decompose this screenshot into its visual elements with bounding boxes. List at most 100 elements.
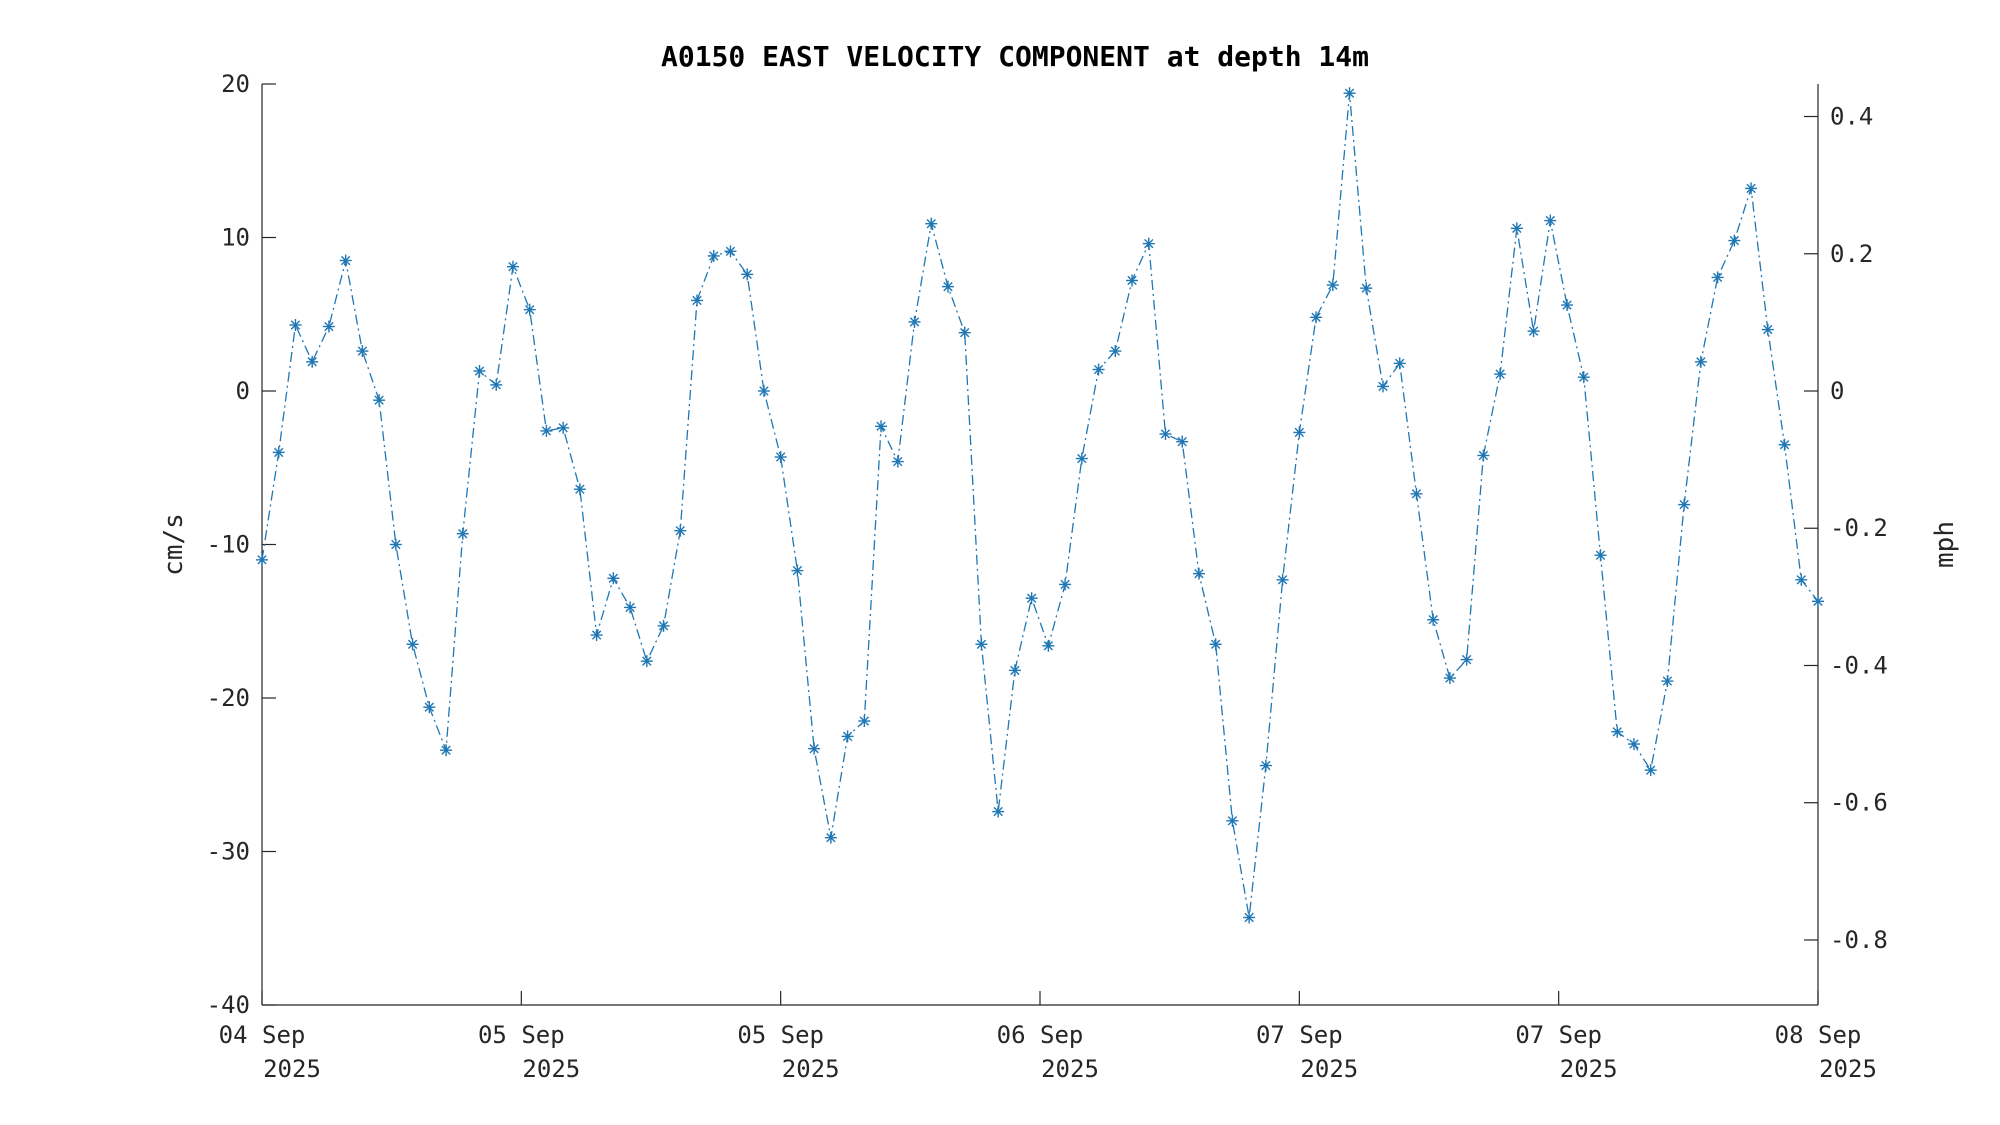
data-point (891, 455, 904, 468)
data-point (975, 638, 988, 651)
data-point (841, 730, 854, 743)
data-point (1059, 578, 1072, 591)
data-point (1644, 764, 1657, 777)
data-point (456, 527, 469, 540)
data-point (640, 655, 653, 668)
data-point (624, 601, 637, 614)
x-tick-year-label: 2025 (1041, 1055, 1099, 1083)
data-point (1142, 237, 1155, 250)
y2-tick-label: 0.4 (1830, 103, 1873, 131)
data-point (1561, 299, 1574, 312)
data-point (1410, 487, 1423, 500)
data-point (540, 424, 553, 437)
data-point (423, 701, 436, 714)
data-point (1310, 311, 1323, 324)
y2-tick-label: 0 (1830, 377, 1844, 405)
data-point (724, 245, 737, 258)
x-tick-label: 07 Sep (1256, 1021, 1343, 1049)
data-point (1661, 675, 1674, 688)
data-point (1510, 222, 1523, 235)
data-point (1477, 449, 1490, 462)
data-point (1008, 664, 1021, 677)
data-point (691, 294, 704, 307)
data-point (1778, 438, 1791, 451)
data-point (774, 451, 787, 464)
x-tick-label: 08 Sep (1775, 1021, 1862, 1049)
data-point (808, 742, 821, 755)
x-tick-year-label: 2025 (522, 1055, 580, 1083)
x-tick-year-label: 2025 (1560, 1055, 1618, 1083)
data-point (1795, 573, 1808, 586)
data-point (992, 805, 1005, 818)
data-point (1326, 279, 1339, 292)
y-tick-label: 10 (221, 224, 250, 252)
data-point (1176, 435, 1189, 448)
x-tick-label: 05 Sep (737, 1021, 824, 1049)
x-tick-label: 04 Sep (219, 1021, 306, 1049)
data-point (1159, 427, 1172, 440)
data-point (1075, 452, 1088, 465)
data-point (557, 421, 570, 434)
data-point (256, 553, 268, 566)
y-tick-label: -20 (207, 684, 250, 712)
data-point (1527, 325, 1540, 338)
y-tick-label: -10 (207, 531, 250, 559)
data-point (1025, 592, 1038, 605)
data-point (1343, 87, 1356, 100)
data-point (1092, 363, 1105, 376)
data-point (674, 524, 687, 537)
data-point (1761, 323, 1774, 336)
data-point (1694, 355, 1707, 368)
x-tick-year-label: 2025 (1819, 1055, 1877, 1083)
data-point (1494, 368, 1507, 381)
y2-axis-label: mph (1930, 521, 1960, 568)
data-point (1243, 911, 1256, 924)
data-point (1293, 426, 1306, 439)
y-tick-label: 20 (221, 70, 250, 98)
y-tick-label: 0 (236, 377, 250, 405)
x-tick-label: 06 Sep (997, 1021, 1084, 1049)
data-point (941, 280, 954, 293)
data-point (440, 744, 453, 757)
data-point (1728, 234, 1741, 247)
series-line (261, 93, 1819, 918)
data-point (1711, 271, 1724, 284)
data-point (1192, 567, 1205, 580)
data-point (523, 303, 536, 316)
data-point (406, 638, 419, 651)
data-point (339, 254, 352, 267)
data-point (1544, 214, 1557, 227)
data-point (373, 394, 386, 407)
data-point (272, 446, 285, 459)
data-point (1611, 725, 1624, 738)
data-point (1443, 672, 1456, 685)
y-tick-label: -40 (207, 991, 250, 1019)
data-point (1577, 371, 1590, 384)
y2-tick-label: -0.6 (1830, 789, 1888, 817)
data-point (289, 318, 302, 331)
y2-tick-label: -0.2 (1830, 514, 1888, 542)
data-point (1226, 814, 1239, 827)
x-tick-label: 05 Sep (478, 1021, 565, 1049)
x-tick-year-label: 2025 (1300, 1055, 1358, 1083)
data-point (757, 385, 770, 397)
x-tick-year-label: 2025 (263, 1055, 321, 1083)
data-point (824, 831, 837, 844)
y-axis-label: cm/s (159, 513, 189, 576)
chart-title: A0150 EAST VELOCITY COMPONENT at depth 1… (661, 40, 1369, 73)
data-point (858, 715, 871, 728)
data-point (506, 260, 519, 273)
data-point (306, 355, 319, 368)
data-point (875, 420, 888, 433)
x-tick-label: 07 Sep (1515, 1021, 1602, 1049)
data-point (590, 629, 603, 642)
data-point (473, 365, 486, 378)
data-point (1594, 549, 1607, 562)
data-point (389, 538, 402, 551)
data-point (958, 326, 971, 339)
data-point (707, 249, 720, 262)
data-point (1678, 498, 1691, 511)
y-tick-label: -30 (207, 838, 250, 866)
data-point (1259, 759, 1272, 772)
